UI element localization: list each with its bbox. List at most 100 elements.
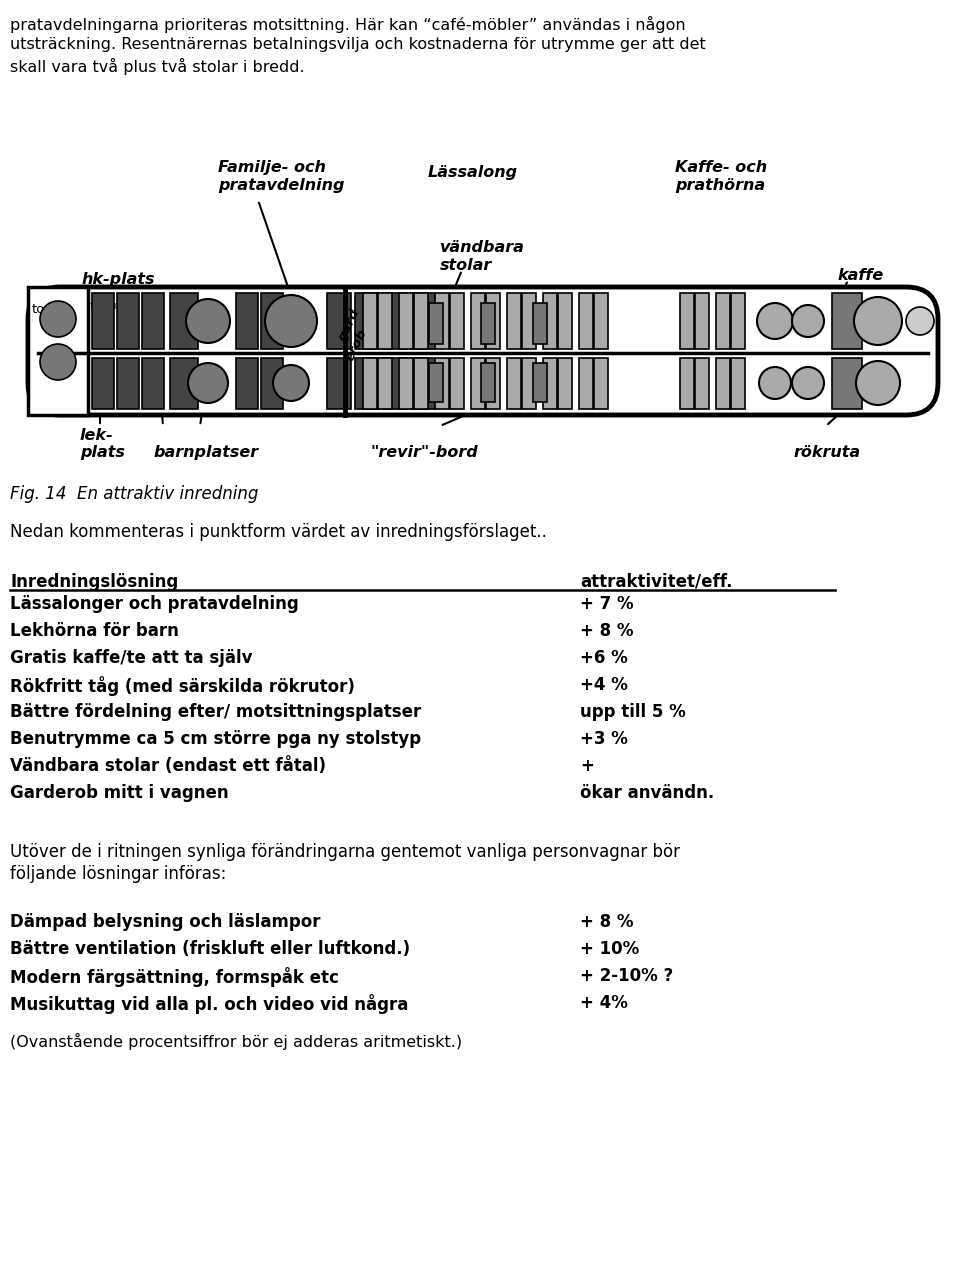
Bar (481, 303, 495, 344)
Text: + 8 %: + 8 % (580, 913, 634, 931)
Text: Utöver de i ritningen synliga förändringarna gentemot vanliga personvagnar bör: Utöver de i ritningen synliga förändring… (10, 843, 680, 861)
Bar (236, 293, 258, 349)
Bar (28, 287, 88, 414)
Text: pratavdelningarna prioriteras motsittning. Här kan “café-möbler” användas i någo: pratavdelningarna prioriteras motsittnin… (10, 15, 685, 33)
Text: Lekhörna för barn: Lekhörna för barn (10, 622, 179, 640)
Bar (543, 358, 557, 409)
Text: Rökfritt tåg (med särskilda rökrutor): Rökfritt tåg (med särskilda rökrutor) (10, 676, 355, 695)
Bar (399, 358, 413, 409)
Text: +3 %: +3 % (580, 730, 628, 748)
Text: Inredningslösning: Inredningslösning (10, 574, 179, 591)
Bar (236, 358, 258, 409)
Bar (450, 358, 464, 409)
Bar (522, 358, 536, 409)
Bar (680, 293, 694, 349)
Circle shape (273, 364, 309, 402)
Bar (450, 293, 464, 349)
Bar (383, 293, 407, 349)
Bar (327, 358, 351, 409)
Bar (522, 293, 536, 349)
Bar (378, 358, 392, 409)
Bar (832, 358, 862, 409)
Text: +4 %: +4 % (580, 676, 628, 694)
Bar (117, 293, 139, 349)
Text: + 4%: + 4% (580, 994, 628, 1012)
Text: plats: plats (80, 445, 125, 461)
Bar (558, 293, 572, 349)
Bar (731, 358, 745, 409)
Bar (695, 293, 709, 349)
Text: Fig. 14  En attraktiv inredning: Fig. 14 En attraktiv inredning (10, 485, 258, 503)
Bar (731, 293, 745, 349)
Text: attraktivitet/eff.: attraktivitet/eff. (580, 574, 732, 591)
Text: Dämpad belysning och läslampor: Dämpad belysning och läslampor (10, 913, 321, 931)
Bar (695, 358, 709, 409)
Bar (414, 358, 428, 409)
Bar (533, 363, 547, 402)
Text: Familje- och: Familje- och (218, 160, 325, 174)
Bar (543, 293, 557, 349)
Text: Nedan kommenteras i punktform värdet av inredningsförslaget..: Nedan kommenteras i punktform värdet av … (10, 523, 547, 541)
Bar (435, 358, 449, 409)
Text: +6 %: +6 % (580, 649, 628, 667)
Bar (363, 358, 377, 409)
Bar (170, 358, 198, 409)
Text: skall vara två plus två stolar i bredd.: skall vara två plus två stolar i bredd. (10, 58, 304, 74)
Text: lek-: lek- (80, 429, 113, 443)
Bar (142, 358, 164, 409)
Bar (579, 293, 593, 349)
Bar (170, 293, 198, 349)
Circle shape (188, 363, 228, 403)
Text: rökruta: rökruta (793, 445, 860, 461)
Circle shape (40, 302, 76, 337)
Bar (414, 293, 428, 349)
Bar (411, 358, 435, 409)
Bar (92, 293, 114, 349)
Circle shape (856, 361, 900, 405)
Text: stolar: stolar (440, 258, 492, 273)
Bar (533, 303, 547, 344)
Text: flexutr.: flexutr. (90, 302, 130, 310)
Bar (429, 303, 443, 344)
Text: "revir"-bord: "revir"-bord (370, 445, 478, 461)
Bar (716, 293, 730, 349)
Circle shape (759, 367, 791, 399)
Text: Bättre fördelning efter/ motsittningsplatser: Bättre fördelning efter/ motsittningspla… (10, 703, 421, 721)
Text: toa: toa (32, 303, 54, 316)
Text: upp till 5 %: upp till 5 % (580, 703, 685, 721)
Text: utsträckning. Resentnärernas betalningsvilja och kostnaderna för utrymme ger att: utsträckning. Resentnärernas betalningsv… (10, 37, 706, 53)
Text: Musikuttag vid alla pl. och video vid några: Musikuttag vid alla pl. och video vid nå… (10, 994, 408, 1014)
Bar (355, 293, 379, 349)
Text: Lässalonger och pratavdelning: Lässalonger och pratavdelning (10, 595, 299, 613)
Bar (142, 293, 164, 349)
Text: Gratis kaffe/te att ta själv: Gratis kaffe/te att ta själv (10, 649, 252, 667)
Text: Bättre ventilation (friskluft eller luftkond.): Bättre ventilation (friskluft eller luft… (10, 940, 410, 958)
Bar (471, 293, 485, 349)
Circle shape (757, 303, 793, 339)
Circle shape (792, 367, 824, 399)
Bar (507, 358, 521, 409)
Bar (399, 293, 413, 349)
Bar (486, 293, 500, 349)
Text: pratavdelning: pratavdelning (218, 178, 345, 192)
Bar (471, 358, 485, 409)
Bar (486, 358, 500, 409)
Text: barnplatser: barnplatser (153, 445, 258, 461)
Text: kaffe: kaffe (838, 268, 884, 284)
Bar (355, 358, 379, 409)
Text: Vändbara stolar (endast ett fåtal): Vändbara stolar (endast ett fåtal) (10, 757, 326, 775)
Text: prathörna: prathörna (675, 178, 765, 192)
Circle shape (854, 296, 902, 345)
Bar (558, 358, 572, 409)
Text: hk-plats: hk-plats (82, 272, 156, 287)
Bar (579, 358, 593, 409)
Text: gard: gard (336, 307, 362, 344)
Text: (Ovanstående procentsiffror bör ej adderas aritmetiskt.): (Ovanstående procentsiffror bör ej adder… (10, 1033, 462, 1049)
Bar (92, 358, 114, 409)
Text: Benutrymme ca 5 cm större pga ny stolstyp: Benutrymme ca 5 cm större pga ny stolsty… (10, 730, 421, 748)
Text: följande lösningar införas:: följande lösningar införas: (10, 865, 227, 883)
Text: + 8 %: + 8 % (580, 622, 634, 640)
Text: ökar användn.: ökar användn. (580, 784, 714, 802)
Bar (507, 293, 521, 349)
Text: Modern färgsättning, formspåk etc: Modern färgsättning, formspåk etc (10, 967, 339, 987)
